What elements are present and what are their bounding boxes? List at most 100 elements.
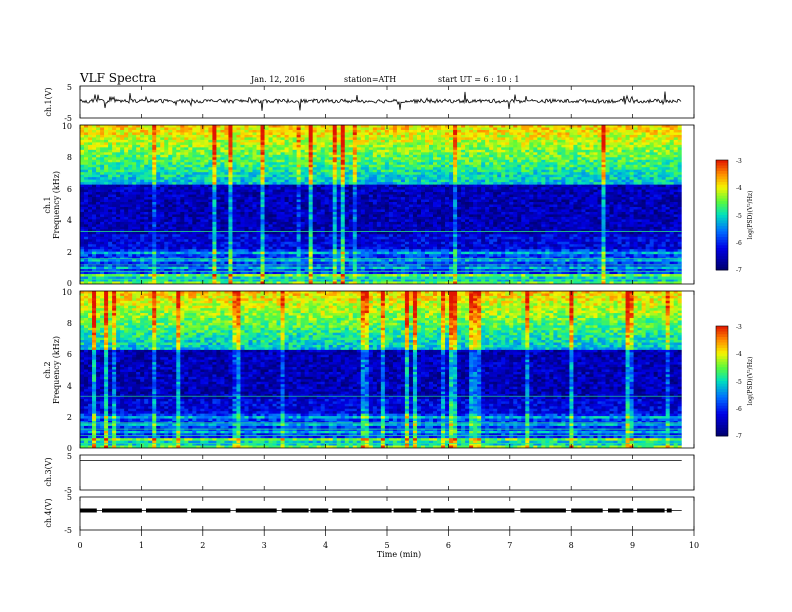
spec1-cell bbox=[220, 197, 226, 201]
spec1-cell bbox=[433, 179, 438, 183]
spec1-cell bbox=[509, 142, 514, 146]
spec1-cell bbox=[248, 182, 254, 186]
spec1-cell bbox=[465, 144, 470, 148]
spec1-cell bbox=[593, 199, 599, 203]
spec1-cell bbox=[356, 187, 362, 191]
spec1-cell bbox=[352, 204, 358, 208]
spec1-cell bbox=[416, 167, 422, 171]
spec1-cell bbox=[284, 172, 290, 176]
spec1-cell bbox=[541, 189, 546, 193]
spec1-cell bbox=[132, 157, 137, 161]
spec1-cell bbox=[392, 134, 398, 139]
spec1-cell bbox=[677, 159, 683, 163]
spec1-cell bbox=[673, 187, 679, 191]
spec1-cell bbox=[505, 157, 510, 161]
spec1-cell bbox=[605, 187, 611, 191]
spec1-cell bbox=[597, 157, 603, 161]
spec1-cell bbox=[557, 157, 562, 161]
spec1-cell bbox=[84, 187, 89, 191]
spec1-cell bbox=[404, 159, 410, 163]
spec1-cell bbox=[168, 134, 173, 139]
spec1-cell bbox=[268, 154, 274, 158]
spec1-cell bbox=[160, 157, 165, 161]
spec1-cell bbox=[561, 127, 566, 131]
spec1-cell bbox=[276, 132, 282, 136]
spec1-cell bbox=[204, 206, 209, 211]
spec1-cell bbox=[545, 137, 550, 141]
spec1-cell bbox=[637, 197, 643, 201]
spec1-cell bbox=[477, 154, 482, 158]
spec1-cell bbox=[288, 164, 294, 168]
spec1-cell bbox=[232, 172, 238, 176]
spec1-cell bbox=[248, 157, 254, 161]
spec1-cell bbox=[296, 137, 302, 141]
spec1-cell bbox=[509, 184, 514, 188]
spec1-cell bbox=[272, 189, 278, 193]
spec1-cell bbox=[517, 194, 522, 198]
spec1-cell bbox=[477, 164, 482, 168]
spec1-cell bbox=[465, 194, 470, 198]
spec1-cell bbox=[152, 152, 157, 156]
spec1-cell bbox=[188, 164, 193, 168]
spec1-cell bbox=[112, 174, 117, 178]
spec1-cell bbox=[212, 162, 217, 166]
spec1-cell bbox=[372, 184, 378, 188]
spec1-cell bbox=[589, 164, 595, 168]
spec1-cell bbox=[248, 197, 254, 201]
spec1-cell bbox=[248, 204, 254, 208]
spec1-cell bbox=[204, 125, 209, 129]
spec1-cell bbox=[589, 157, 595, 161]
spec1-cell bbox=[276, 199, 282, 203]
spec1-cell bbox=[264, 177, 270, 181]
spec1-cell bbox=[481, 179, 486, 183]
spec1-cell bbox=[248, 162, 254, 166]
spec1-cell bbox=[264, 182, 270, 186]
spec1-cell bbox=[445, 129, 450, 134]
spec1-cell bbox=[116, 125, 121, 129]
spec1-cell bbox=[324, 144, 330, 148]
spec1-cell bbox=[224, 127, 230, 131]
spec1-cell bbox=[272, 154, 278, 158]
spec1-cell bbox=[505, 197, 510, 201]
spec1-cell bbox=[88, 194, 93, 198]
spec1-cell bbox=[248, 202, 254, 206]
spec1-cell bbox=[657, 159, 663, 163]
spec1-cell bbox=[184, 167, 189, 171]
spec1-cell bbox=[152, 177, 157, 181]
spec1-cell bbox=[557, 189, 562, 193]
spec1-cell bbox=[513, 137, 518, 141]
spec1-cell bbox=[260, 189, 266, 193]
spec1-cell bbox=[148, 192, 153, 196]
spec1-cell bbox=[557, 142, 562, 146]
spec1-cell bbox=[340, 154, 346, 158]
spec1-cell bbox=[368, 189, 374, 193]
spec1-cell bbox=[216, 189, 221, 193]
spec1-cell bbox=[208, 152, 213, 156]
spec1-cell bbox=[116, 154, 121, 158]
spec1-cell bbox=[400, 149, 406, 153]
spec1-cell bbox=[469, 182, 474, 186]
spec1-cell bbox=[112, 172, 117, 176]
spec1-cell bbox=[364, 202, 370, 206]
spec1-cell bbox=[388, 137, 394, 141]
spec1-cell bbox=[625, 139, 631, 143]
spec1-cell bbox=[485, 199, 490, 203]
spec1-cell bbox=[200, 154, 205, 158]
spec1-cell bbox=[212, 157, 217, 161]
spec1-cell bbox=[380, 199, 386, 203]
spec1-cell bbox=[268, 202, 274, 206]
spec1-cell bbox=[212, 197, 217, 201]
spec1-cell bbox=[420, 192, 426, 196]
spec1-cell bbox=[449, 144, 454, 148]
spec1-cell bbox=[192, 164, 197, 168]
spec1-cell bbox=[541, 129, 546, 134]
spec1-cell bbox=[124, 162, 129, 166]
spec1-cell bbox=[144, 206, 149, 211]
spec1-cell bbox=[565, 172, 570, 176]
spec1-cell bbox=[677, 157, 683, 161]
spec1-cell bbox=[629, 174, 635, 178]
spec1-cell bbox=[232, 157, 238, 161]
spec1-cell bbox=[176, 129, 181, 134]
spec1-cell bbox=[581, 139, 587, 143]
spec1-cell bbox=[316, 142, 322, 146]
